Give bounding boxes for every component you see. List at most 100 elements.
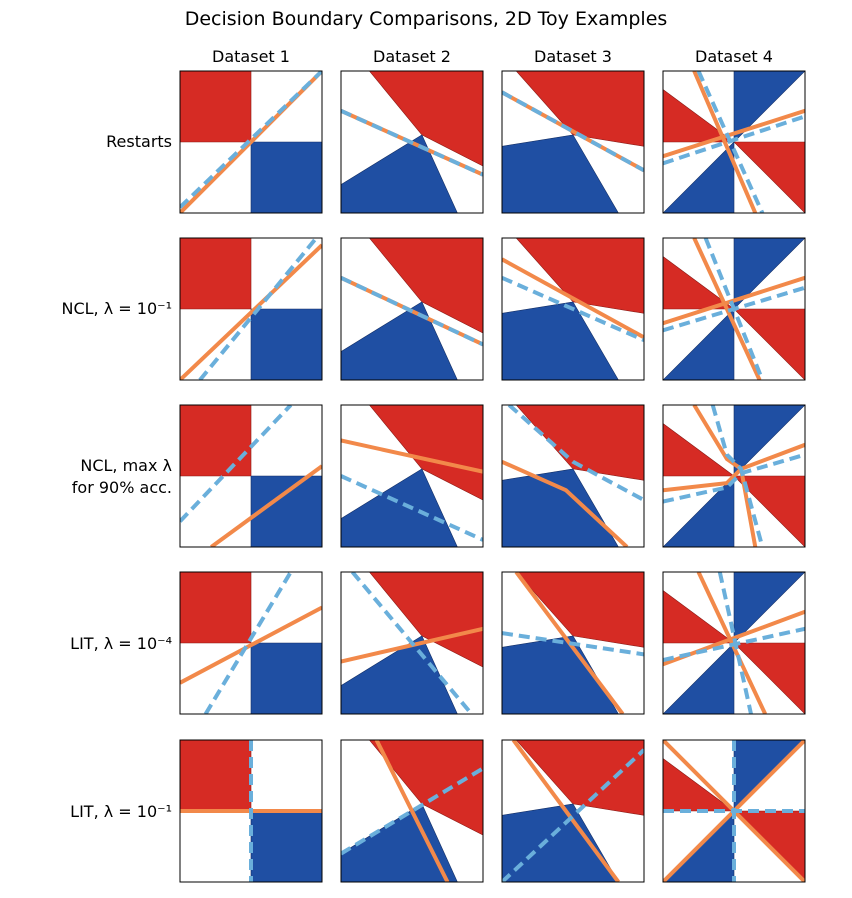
red-class-region (515, 238, 644, 314)
blue-class-region (250, 308, 322, 380)
boundary-model-1 (692, 238, 762, 380)
blue-class-region (502, 803, 619, 882)
boundary-model-1 (692, 71, 758, 213)
panel-frame (501, 739, 645, 883)
panel-frame (662, 237, 806, 381)
red-class-region (733, 141, 805, 213)
blue-class-region (250, 642, 322, 714)
red-class-region (369, 238, 483, 334)
boundary-model-1 (374, 740, 450, 882)
blue-class-region (663, 141, 735, 213)
row-label-text: NCL, max λ (80, 456, 172, 475)
boundary-model-2 (203, 572, 293, 714)
red-class-region (515, 572, 644, 648)
panel-5-2 (340, 739, 484, 883)
blue-class-region (733, 71, 805, 143)
row-label-text: Restarts (106, 132, 172, 151)
column-label-dataset-1: Dataset 1 (212, 47, 290, 66)
panel-3-2 (340, 404, 484, 548)
boundary-model-2 (502, 90, 644, 173)
panel-2-1 (179, 237, 323, 381)
blue-class-region (341, 134, 458, 213)
row-label-text-line2: for 90% acc. (71, 478, 172, 497)
panel-frame (501, 70, 645, 214)
panel-frame (662, 404, 806, 548)
panel-1-4 (662, 70, 806, 214)
panel-frame (179, 70, 323, 214)
red-class-region (369, 740, 483, 836)
boundary-model-2 (663, 114, 805, 166)
blue-class-region (663, 308, 735, 380)
panel-frame (179, 237, 323, 381)
blue-class-region (341, 803, 458, 882)
panel-5-4 (662, 739, 806, 883)
boundary-model-2 (350, 572, 474, 714)
boundary-model-2 (507, 405, 644, 502)
panel-3-4 (662, 404, 806, 548)
boundary-model-2 (180, 405, 293, 523)
blue-class-region (733, 405, 805, 477)
blue-class-region (250, 141, 322, 213)
panel-frame (340, 404, 484, 548)
boundary-model-1 (502, 459, 629, 547)
boundary-model-1 (210, 464, 322, 547)
boundary-model-2 (341, 766, 483, 856)
boundary-model-2 (341, 108, 483, 177)
boundary-model-2 (341, 275, 483, 347)
red-class-region (663, 89, 735, 143)
panel-frame (501, 237, 645, 381)
panel-frame (340, 70, 484, 214)
boundary-model-1 (502, 257, 644, 340)
panel-frame (501, 571, 645, 715)
panel-frame (662, 571, 806, 715)
row-label-text: LIT, λ = 10⁻⁴ (70, 634, 172, 653)
blue-class-region (663, 642, 735, 714)
panel-1-2 (340, 70, 484, 214)
red-class-region (733, 475, 805, 547)
row-label-restarts: Restarts (2, 131, 172, 153)
row-label-ncl-max: NCL, max λ for 90% acc. (2, 455, 172, 499)
panel-frame (179, 571, 323, 715)
red-class-region (180, 238, 252, 310)
panel-4-2 (340, 571, 484, 715)
red-class-region (663, 423, 735, 477)
blue-class-region (502, 468, 619, 547)
boundary-model-2 (710, 405, 765, 547)
panel-frame (179, 404, 323, 548)
red-class-region (180, 71, 252, 143)
panel-5-3 (501, 739, 645, 883)
boundary-model-1 (663, 275, 805, 326)
panel-2-4 (662, 237, 806, 381)
red-class-region (369, 572, 483, 668)
blue-class-region (341, 301, 458, 380)
red-class-region (733, 642, 805, 714)
red-class-region (369, 405, 483, 501)
blue-class-region (250, 475, 322, 547)
boundary-model-1 (511, 740, 621, 882)
panel-4-1 (179, 571, 323, 715)
blue-class-region (250, 810, 322, 882)
blue-class-region (341, 635, 458, 714)
red-class-region (515, 740, 644, 816)
boundary-model-1 (663, 108, 805, 159)
chart-title: Decision Boundary Comparisons, 2D Toy Ex… (184, 8, 668, 30)
blue-class-region (502, 301, 619, 380)
red-class-region (663, 256, 735, 310)
panel-frame (662, 739, 806, 883)
boundary-model-2 (502, 631, 644, 657)
boundary-model-2 (198, 238, 318, 380)
panel-frame (340, 739, 484, 883)
row-label-ncl-small: NCL, λ = 10⁻¹ (2, 298, 173, 320)
boundary-model-2 (663, 452, 805, 504)
blue-class-region (502, 134, 619, 213)
boundary-model-1 (341, 438, 483, 474)
row-label-text: LIT, λ = 10⁻¹ (70, 802, 172, 821)
boundary-model-2 (502, 275, 644, 343)
boundary-model-1 (180, 605, 322, 685)
column-label-dataset-3: Dataset 3 (534, 47, 612, 66)
red-class-region (180, 572, 252, 644)
row-label-lit-small: LIT, λ = 10⁻⁴ (2, 633, 172, 655)
panel-2-3 (501, 237, 645, 381)
